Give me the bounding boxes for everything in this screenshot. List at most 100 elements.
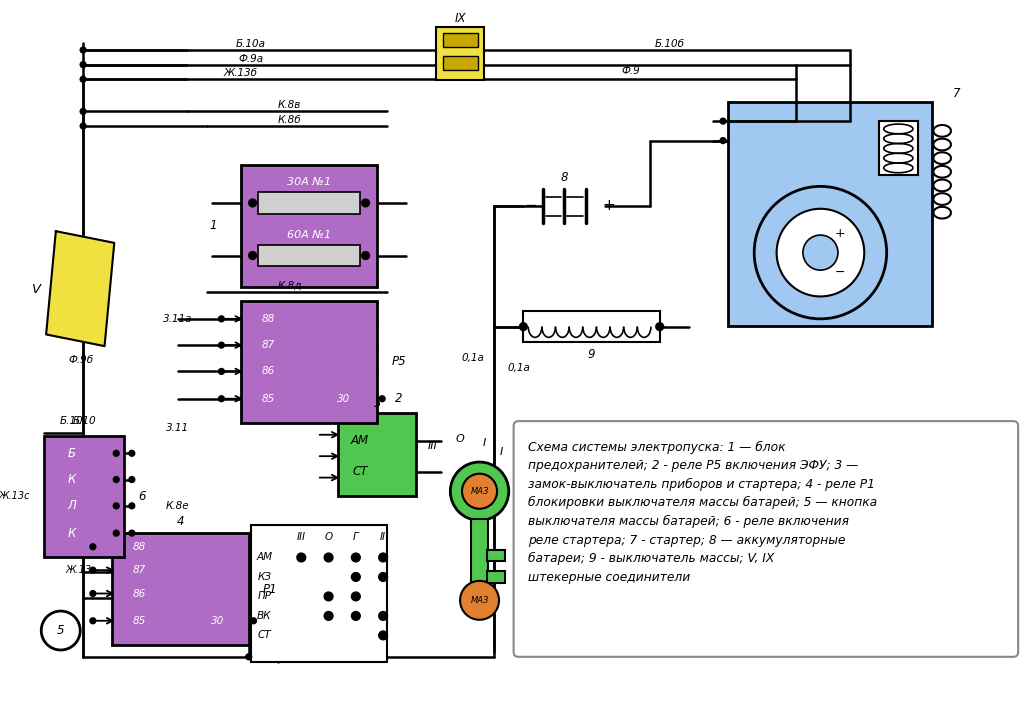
Text: Б.10б: Б.10б (654, 39, 684, 49)
Circle shape (351, 553, 360, 562)
Circle shape (129, 450, 135, 456)
Circle shape (80, 62, 86, 67)
Circle shape (90, 590, 96, 597)
Text: 8: 8 (560, 171, 568, 184)
Text: КЗ: КЗ (257, 572, 271, 582)
Circle shape (249, 252, 256, 259)
Circle shape (325, 611, 333, 620)
Circle shape (114, 530, 119, 536)
Text: О: О (456, 434, 465, 444)
Text: Схема системы электропуска: 1 — блок
предохранителей; 2 - реле Р5 включения ЭФУ;: Схема системы электропуска: 1 — блок пре… (528, 441, 878, 584)
Circle shape (251, 618, 256, 624)
Text: К: К (68, 473, 76, 486)
Text: 87: 87 (133, 565, 146, 575)
Text: 30: 30 (337, 394, 350, 404)
Circle shape (325, 553, 333, 562)
Text: К.8б: К.8б (278, 115, 301, 125)
Text: 0,1а: 0,1а (462, 353, 484, 363)
Text: 88: 88 (133, 542, 146, 552)
Text: Ж.13б: Ж.13б (224, 69, 258, 79)
Circle shape (755, 186, 887, 319)
Text: 1: 1 (210, 219, 217, 232)
Text: III: III (297, 532, 306, 542)
Circle shape (361, 199, 370, 207)
Text: Б: Б (68, 447, 76, 460)
Circle shape (379, 573, 387, 581)
Circle shape (90, 618, 96, 624)
Text: Р1: Р1 (263, 583, 278, 596)
Bar (523, 311, 659, 342)
Text: 86: 86 (133, 589, 146, 599)
Text: +: + (835, 226, 845, 240)
Bar (241, 301, 377, 423)
Text: Б.10: Б.10 (59, 416, 83, 426)
Text: Ж.13: Ж.13 (66, 565, 91, 575)
Text: 85: 85 (133, 615, 146, 626)
Circle shape (325, 592, 333, 601)
Circle shape (90, 544, 96, 550)
Text: 30: 30 (211, 615, 224, 626)
Text: Ф.9а: Ф.9а (239, 54, 263, 64)
Circle shape (655, 322, 664, 331)
Circle shape (462, 474, 497, 509)
Circle shape (720, 137, 726, 144)
Circle shape (351, 611, 360, 620)
Text: 2: 2 (395, 393, 402, 405)
Circle shape (379, 631, 387, 640)
Circle shape (218, 342, 224, 348)
Circle shape (218, 396, 224, 402)
Text: МАЗ: МАЗ (470, 596, 488, 605)
Text: Ж.13с: Ж.13с (0, 491, 30, 501)
Bar (338, 414, 416, 496)
Text: I: I (482, 437, 486, 447)
FancyBboxPatch shape (514, 421, 1018, 657)
Bar (258, 192, 359, 214)
Text: АМ: АМ (350, 434, 369, 447)
Text: 30А №1: 30А №1 (287, 177, 331, 187)
Text: 87: 87 (261, 340, 274, 350)
Bar (435, 27, 484, 80)
Text: +: + (603, 198, 615, 213)
Circle shape (114, 477, 119, 482)
Text: 85: 85 (261, 394, 274, 404)
Circle shape (351, 592, 360, 601)
Bar (442, 34, 477, 47)
Bar (258, 245, 359, 266)
Circle shape (41, 611, 80, 650)
Circle shape (451, 462, 509, 520)
Text: К.8в: К.8в (278, 100, 301, 109)
Text: ПР: ПР (257, 592, 271, 601)
Circle shape (297, 553, 306, 562)
Text: ВК: ВК (257, 611, 271, 621)
Text: 88: 88 (261, 314, 274, 324)
Text: К.8е: К.8е (166, 501, 189, 511)
Text: 3.11: 3.11 (166, 423, 189, 433)
Text: II: II (380, 532, 386, 542)
Circle shape (129, 503, 135, 509)
Circle shape (114, 450, 119, 456)
Bar (442, 56, 477, 69)
Circle shape (246, 654, 252, 660)
Text: Р5: Р5 (391, 355, 406, 368)
Text: СТ: СТ (257, 630, 271, 641)
Circle shape (218, 316, 224, 322)
Circle shape (80, 109, 86, 114)
Text: −: − (835, 266, 845, 278)
Text: МАЗ: МАЗ (470, 486, 488, 496)
Bar (241, 165, 377, 287)
Circle shape (218, 369, 224, 374)
Text: 3.11а: 3.11а (163, 314, 193, 324)
Text: 6: 6 (138, 489, 145, 503)
Text: 7: 7 (953, 88, 961, 100)
Text: 0,1а: 0,1а (507, 362, 530, 372)
Circle shape (379, 553, 387, 562)
Text: 4: 4 (177, 515, 184, 528)
Polygon shape (46, 231, 115, 346)
Circle shape (379, 396, 385, 402)
Bar (487, 550, 505, 562)
Circle shape (361, 252, 370, 259)
Circle shape (803, 235, 838, 270)
Circle shape (776, 209, 864, 297)
Text: СТ: СТ (352, 465, 368, 478)
Bar (487, 571, 505, 583)
